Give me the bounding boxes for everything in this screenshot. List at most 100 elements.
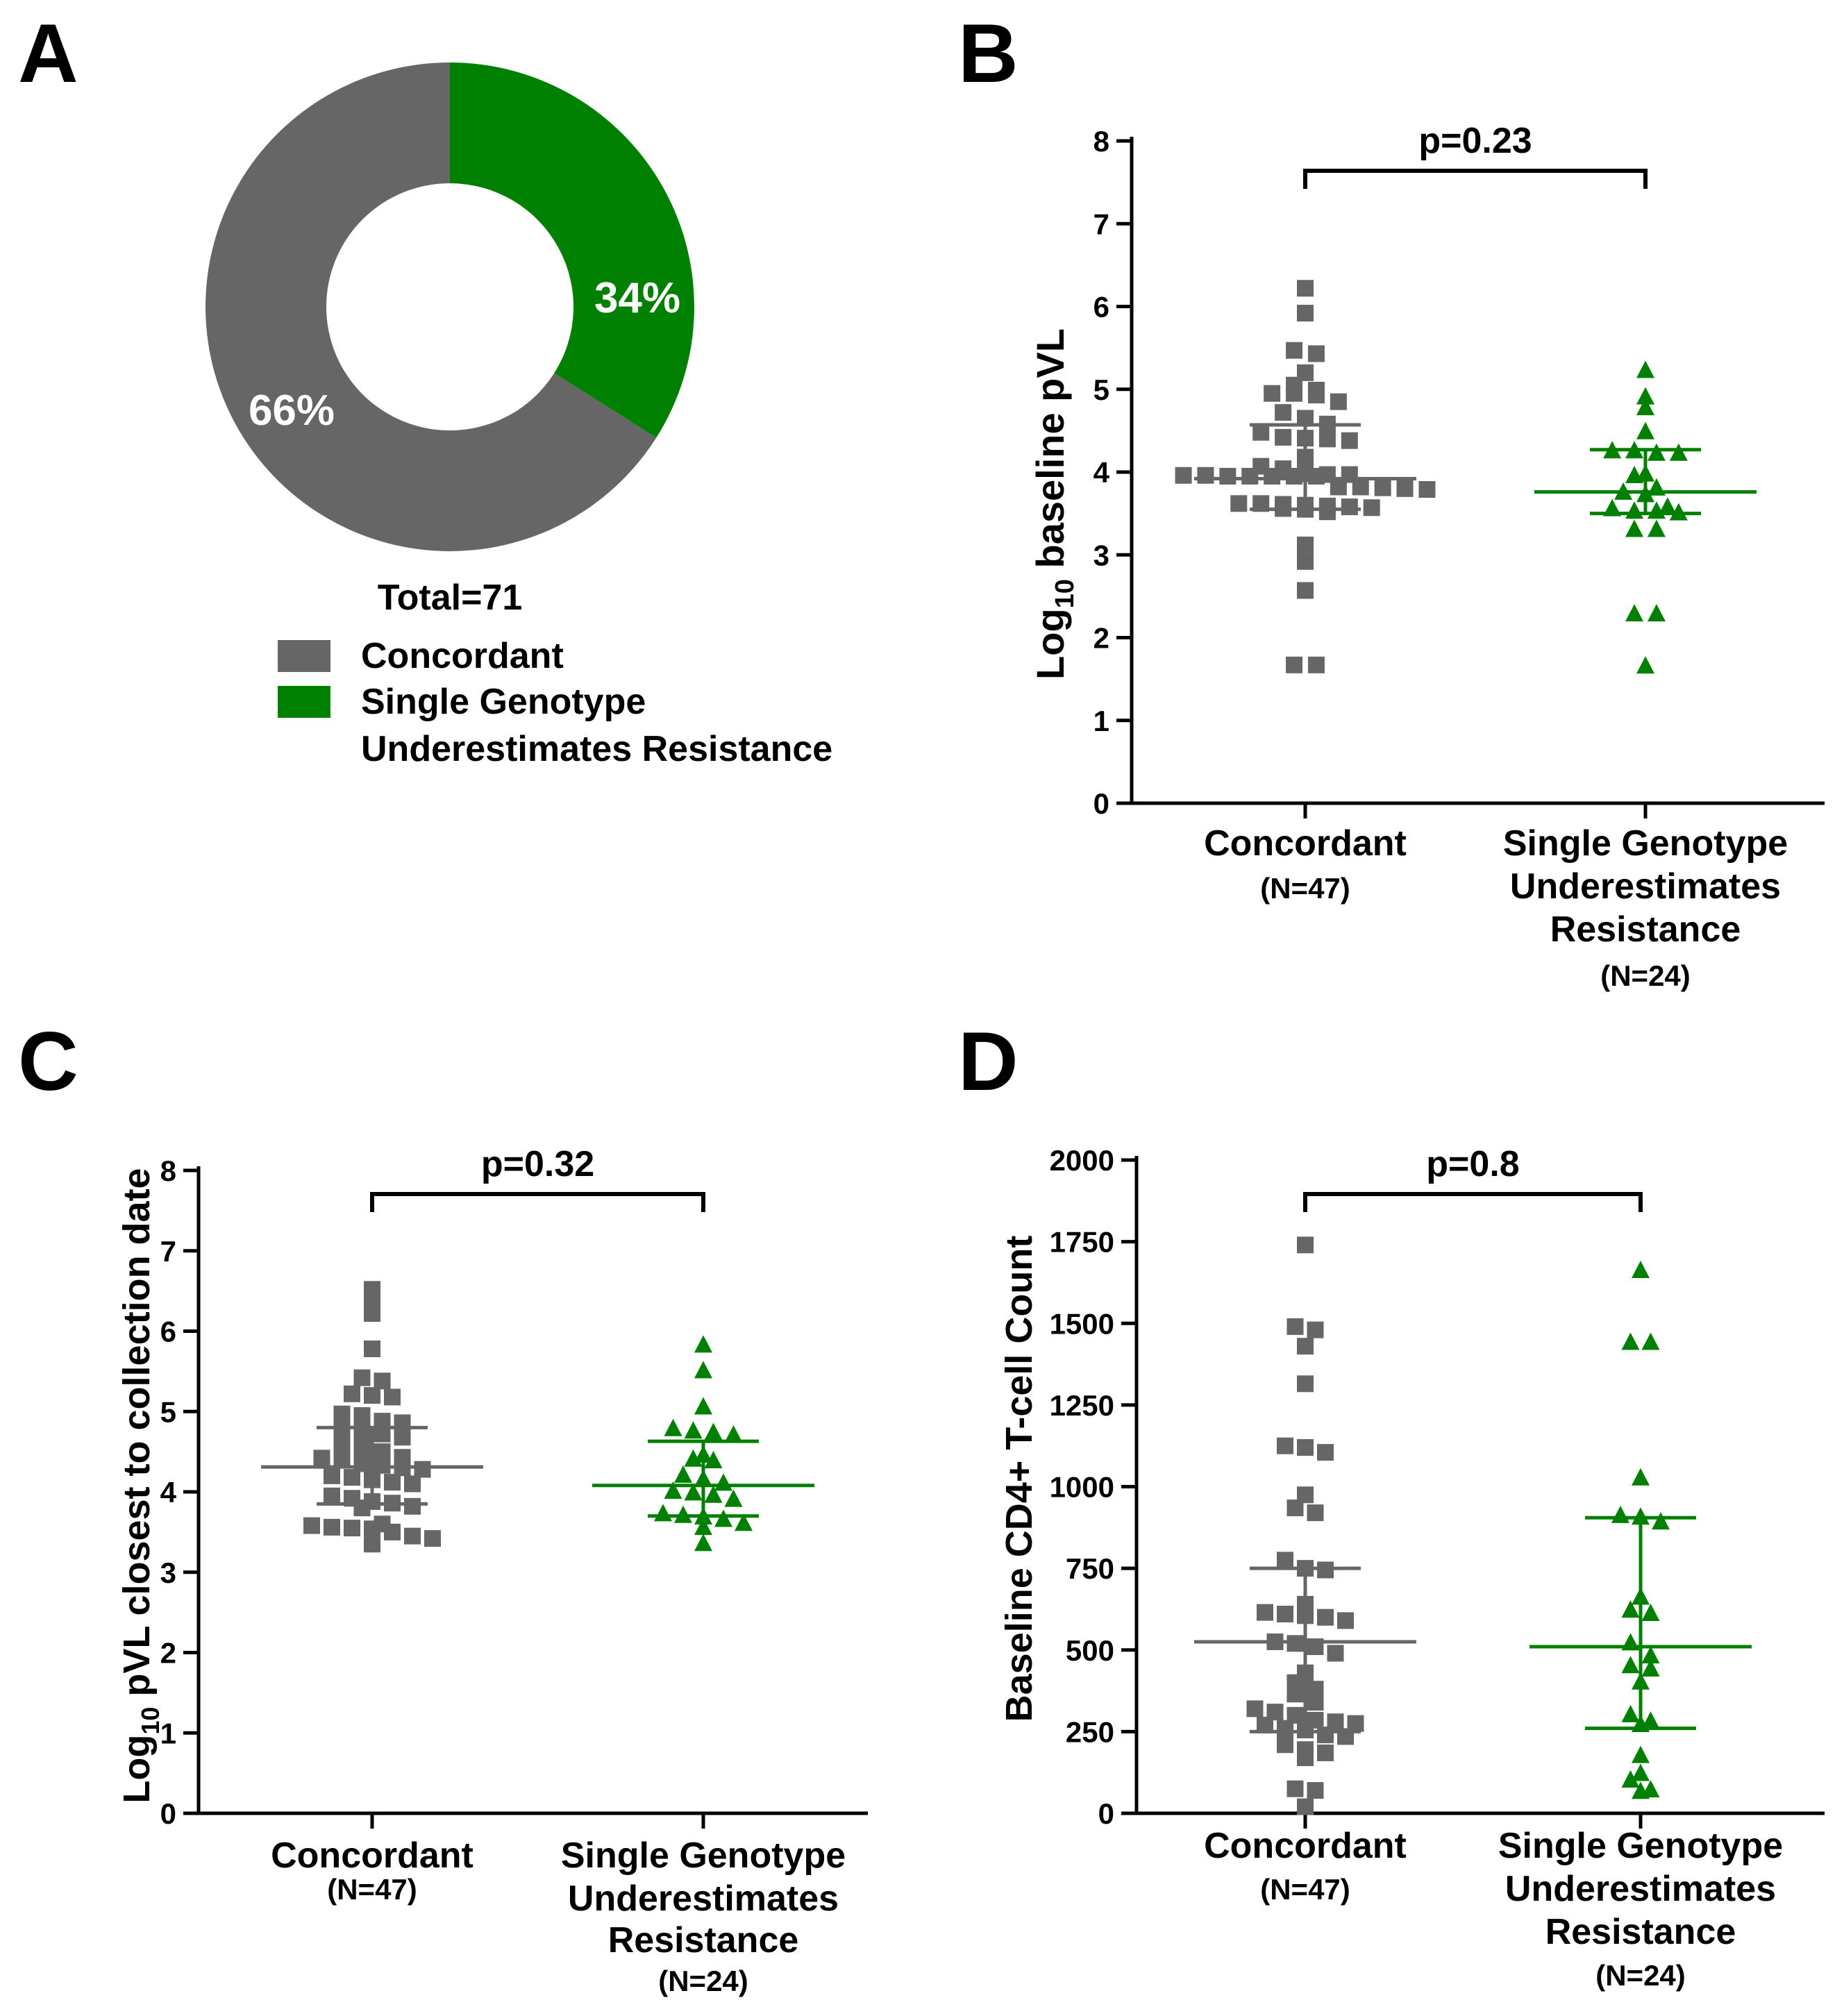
b-point-concordant <box>1275 428 1292 446</box>
d-point-concordant <box>1297 1798 1314 1815</box>
c-point-single-genotype <box>694 1361 712 1379</box>
b-y-tick-label: 4 <box>1093 456 1110 489</box>
b-point-concordant <box>1286 385 1303 402</box>
slice-label-single-genotype: 34% <box>594 274 680 322</box>
c-point-concordant <box>404 1475 421 1493</box>
panel-c-median-iqr <box>261 1425 814 1518</box>
b-point-concordant <box>1352 478 1369 496</box>
b-point-concordant <box>1297 280 1314 297</box>
panel-b-median-iqr <box>1194 423 1757 516</box>
panel-d-n-single: (N=24) <box>1595 1959 1686 1992</box>
b-point-concordant <box>1418 481 1436 498</box>
c-y-tick-label: 0 <box>160 1797 176 1830</box>
c-point-single-genotype <box>724 1425 743 1443</box>
panel-d-n-concordant: (N=47) <box>1260 1873 1350 1906</box>
b-point-concordant <box>1318 430 1336 448</box>
panel-d-scatter-chart: 0 250 500 750 1000 1250 1500 1750 2000 Baseline … <box>998 1144 1825 1992</box>
b-y-tick-label: 2 <box>1093 622 1109 655</box>
panel-c-scatter-chart: 0 1 2 3 4 5 6 7 8 Log10 pVL closest to collectio… <box>116 1144 868 1997</box>
b-point-single-genotype <box>1636 387 1654 405</box>
panel-d-x-label-single-line1: Single Genotype <box>1498 1826 1783 1866</box>
c-point-single-genotype <box>664 1481 682 1499</box>
b-y-tick-label: 6 <box>1093 291 1109 324</box>
panel-letter-a: A <box>18 7 78 100</box>
c-point-single-genotype <box>684 1483 703 1501</box>
panel-b-x-label-concordant: Concordant <box>1204 823 1407 864</box>
d-point-concordant <box>1297 1439 1314 1456</box>
legend-label-single-genotype-line1: Single Genotype <box>361 682 646 722</box>
d-point-single-genotype <box>1641 1332 1660 1350</box>
b-point-concordant <box>1330 393 1347 410</box>
c-y-tick-label: 5 <box>160 1395 176 1428</box>
d-point-concordant <box>1307 1694 1324 1711</box>
panel-d-y-tick-labels: 0 250 500 750 1000 1250 1500 1750 2000 <box>1050 1144 1114 1830</box>
panel-c-n-single: (N=24) <box>658 1965 748 1997</box>
b-point-single-genotype <box>1636 656 1654 674</box>
b-point-single-genotype <box>1625 519 1644 537</box>
d-point-concordant <box>1297 1375 1314 1393</box>
c-bracket-path <box>370 1192 705 1212</box>
panel-d-axes <box>1121 1156 1825 1829</box>
d-point-single-genotype <box>1641 1658 1660 1677</box>
d-point-concordant <box>1307 1321 1324 1338</box>
c-point-concordant <box>404 1497 421 1515</box>
d-point-concordant <box>1317 1744 1334 1761</box>
d-y-tick-label: 750 <box>1066 1552 1114 1585</box>
c-point-single-genotype <box>714 1509 732 1527</box>
b-point-concordant <box>1330 478 1347 496</box>
panel-c-x-label-single-line1: Single Genotype <box>561 1836 846 1876</box>
d-y-tick-label: 0 <box>1098 1797 1114 1830</box>
c-point-single-genotype <box>724 1489 743 1507</box>
b-y-tick-label: 5 <box>1093 373 1109 406</box>
panel-c-axes <box>183 1166 868 1829</box>
d-point-concordant <box>1317 1608 1334 1626</box>
b-point-concordant <box>1297 582 1314 599</box>
c-point-single-genotype <box>704 1422 723 1440</box>
d-point-concordant <box>1286 1318 1304 1335</box>
donut-slice-concordant <box>206 62 657 551</box>
d-point-single-genotype <box>1632 1260 1650 1278</box>
c-point-concordant <box>324 1487 340 1504</box>
d-point-concordant <box>1286 1780 1304 1797</box>
b-point-concordant <box>1241 467 1259 485</box>
b-y-tick-label: 0 <box>1093 787 1109 820</box>
b-point-concordant <box>1230 495 1248 512</box>
panel-c-x-label-single-line2: Underestimates <box>568 1879 839 1919</box>
c-point-single-genotype <box>694 1534 712 1552</box>
d-point-concordant <box>1337 1612 1354 1629</box>
d-point-single-genotype <box>1632 1745 1650 1763</box>
d-y-tick-label: 1500 <box>1050 1307 1114 1340</box>
d-point-concordant <box>1246 1700 1264 1717</box>
c-point-concordant <box>353 1423 371 1440</box>
b-point-concordant <box>1297 553 1314 570</box>
b-point-single-genotype <box>1658 497 1677 515</box>
panel-d-y-axis-label: Baseline CD4+ T-cell Count <box>998 1236 1040 1722</box>
b-point-single-genotype <box>1636 398 1654 416</box>
panel-b-p-value: p=0.23 <box>1418 121 1532 161</box>
b-point-single-genotype <box>1625 501 1644 519</box>
panel-d-x-label-concordant: Concordant <box>1204 1826 1407 1866</box>
panel-d-significance-bracket <box>1303 1192 1643 1212</box>
panel-c-y-axis-label: Log10 pVL closest to collection date <box>116 1168 165 1803</box>
d-point-concordant <box>1317 1727 1334 1744</box>
d-point-single-genotype <box>1611 1505 1629 1523</box>
c-point-single-genotype <box>694 1397 712 1415</box>
b-point-concordant <box>1297 536 1314 553</box>
panel-b-data-points <box>1175 280 1688 674</box>
d-point-concordant <box>1277 1605 1293 1622</box>
panel-c-y-tick-labels: 0 1 2 3 4 5 6 7 8 <box>160 1154 177 1830</box>
d-point-single-genotype <box>1641 1646 1660 1664</box>
d-point-single-genotype <box>1621 1332 1640 1350</box>
d-point-concordant <box>1286 1500 1304 1517</box>
b-point-concordant <box>1264 467 1281 485</box>
b-y-tick-label: 3 <box>1093 539 1109 571</box>
d-point-single-genotype <box>1621 1600 1640 1618</box>
legend-label-single-genotype-line2: Underestimates Resistance <box>361 729 832 769</box>
b-point-concordant <box>1363 499 1380 516</box>
c-point-concordant <box>353 1500 371 1517</box>
d-point-concordant <box>1257 1604 1273 1621</box>
b-y-tick-label: 7 <box>1093 208 1109 240</box>
panel-b-n-concordant: (N=47) <box>1260 872 1350 905</box>
legend-swatch-single-genotype <box>278 686 330 718</box>
